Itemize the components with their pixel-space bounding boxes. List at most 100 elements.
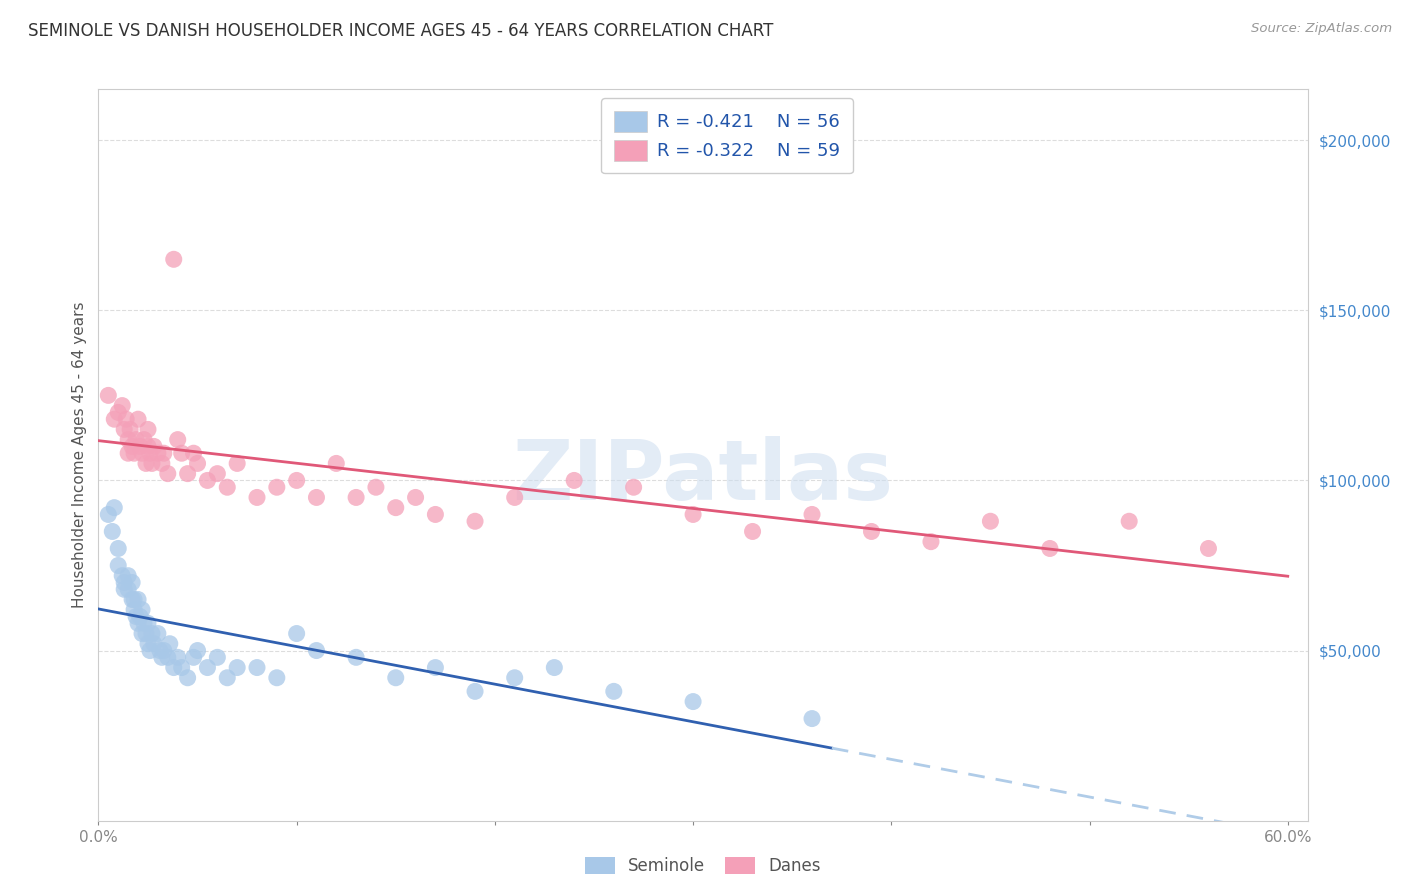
- Point: [170, 446, 193, 460]
- Point: [384, 500, 406, 515]
- Text: ZIPatlas: ZIPatlas: [513, 436, 893, 517]
- Point: [112, 575, 135, 590]
- Point: [285, 474, 308, 488]
- Point: [176, 467, 198, 481]
- Point: [543, 660, 565, 674]
- Point: [115, 412, 138, 426]
- Point: [1118, 514, 1140, 528]
- Point: [226, 457, 249, 471]
- Point: [132, 616, 155, 631]
- Point: [860, 524, 883, 539]
- Point: [156, 650, 179, 665]
- Point: [305, 643, 328, 657]
- Point: [801, 712, 824, 726]
- Point: [176, 671, 198, 685]
- Point: [186, 643, 208, 657]
- Point: [135, 457, 157, 471]
- Point: [117, 582, 139, 597]
- Point: [344, 650, 367, 665]
- Point: [111, 399, 134, 413]
- Point: [325, 457, 347, 471]
- Point: [142, 439, 165, 453]
- Point: [125, 609, 148, 624]
- Point: [131, 626, 153, 640]
- Point: [801, 508, 824, 522]
- Point: [217, 480, 239, 494]
- Point: [112, 422, 135, 436]
- Point: [197, 660, 219, 674]
- Point: [136, 422, 159, 436]
- Point: [139, 446, 162, 460]
- Point: [150, 650, 173, 665]
- Point: [97, 388, 120, 402]
- Point: [127, 592, 149, 607]
- Point: [503, 671, 526, 685]
- Point: [682, 508, 704, 522]
- Point: [142, 637, 165, 651]
- Point: [135, 626, 157, 640]
- Point: [623, 480, 645, 494]
- Point: [682, 695, 704, 709]
- Point: [107, 558, 129, 573]
- Point: [121, 439, 143, 453]
- Point: [132, 433, 155, 447]
- Point: [122, 603, 145, 617]
- Text: Source: ZipAtlas.com: Source: ZipAtlas.com: [1251, 22, 1392, 36]
- Point: [207, 467, 229, 481]
- Point: [131, 603, 153, 617]
- Point: [207, 650, 229, 665]
- Point: [1039, 541, 1062, 556]
- Point: [127, 412, 149, 426]
- Point: [425, 660, 447, 674]
- Point: [246, 660, 269, 674]
- Point: [117, 433, 139, 447]
- Point: [920, 534, 942, 549]
- Point: [149, 643, 172, 657]
- Point: [139, 643, 162, 657]
- Point: [146, 446, 169, 460]
- Point: [117, 568, 139, 582]
- Point: [107, 541, 129, 556]
- Point: [121, 592, 143, 607]
- Point: [129, 609, 152, 624]
- Point: [285, 626, 308, 640]
- Legend: Seminole, Danes: Seminole, Danes: [578, 850, 828, 882]
- Point: [562, 474, 585, 488]
- Point: [266, 671, 288, 685]
- Point: [603, 684, 626, 698]
- Text: SEMINOLE VS DANISH HOUSEHOLDER INCOME AGES 45 - 64 YEARS CORRELATION CHART: SEMINOLE VS DANISH HOUSEHOLDER INCOME AG…: [28, 22, 773, 40]
- Point: [156, 467, 179, 481]
- Point: [131, 446, 153, 460]
- Point: [384, 671, 406, 685]
- Point: [405, 491, 427, 505]
- Point: [146, 626, 169, 640]
- Point: [163, 660, 186, 674]
- Point: [186, 457, 208, 471]
- Point: [120, 422, 142, 436]
- Point: [153, 446, 176, 460]
- Point: [136, 439, 159, 453]
- Point: [159, 637, 181, 651]
- Point: [103, 500, 125, 515]
- Point: [136, 637, 159, 651]
- Point: [141, 457, 163, 471]
- Point: [226, 660, 249, 674]
- Point: [246, 491, 269, 505]
- Point: [344, 491, 367, 505]
- Point: [163, 252, 186, 267]
- Point: [97, 508, 120, 522]
- Y-axis label: Householder Income Ages 45 - 64 years: Householder Income Ages 45 - 64 years: [72, 301, 87, 608]
- Point: [183, 650, 205, 665]
- Point: [364, 480, 387, 494]
- Point: [217, 671, 239, 685]
- Point: [166, 433, 188, 447]
- Point: [979, 514, 1001, 528]
- Point: [305, 491, 328, 505]
- Point: [503, 491, 526, 505]
- Point: [464, 514, 486, 528]
- Point: [103, 412, 125, 426]
- Point: [129, 439, 152, 453]
- Point: [122, 446, 145, 460]
- Point: [425, 508, 447, 522]
- Point: [741, 524, 763, 539]
